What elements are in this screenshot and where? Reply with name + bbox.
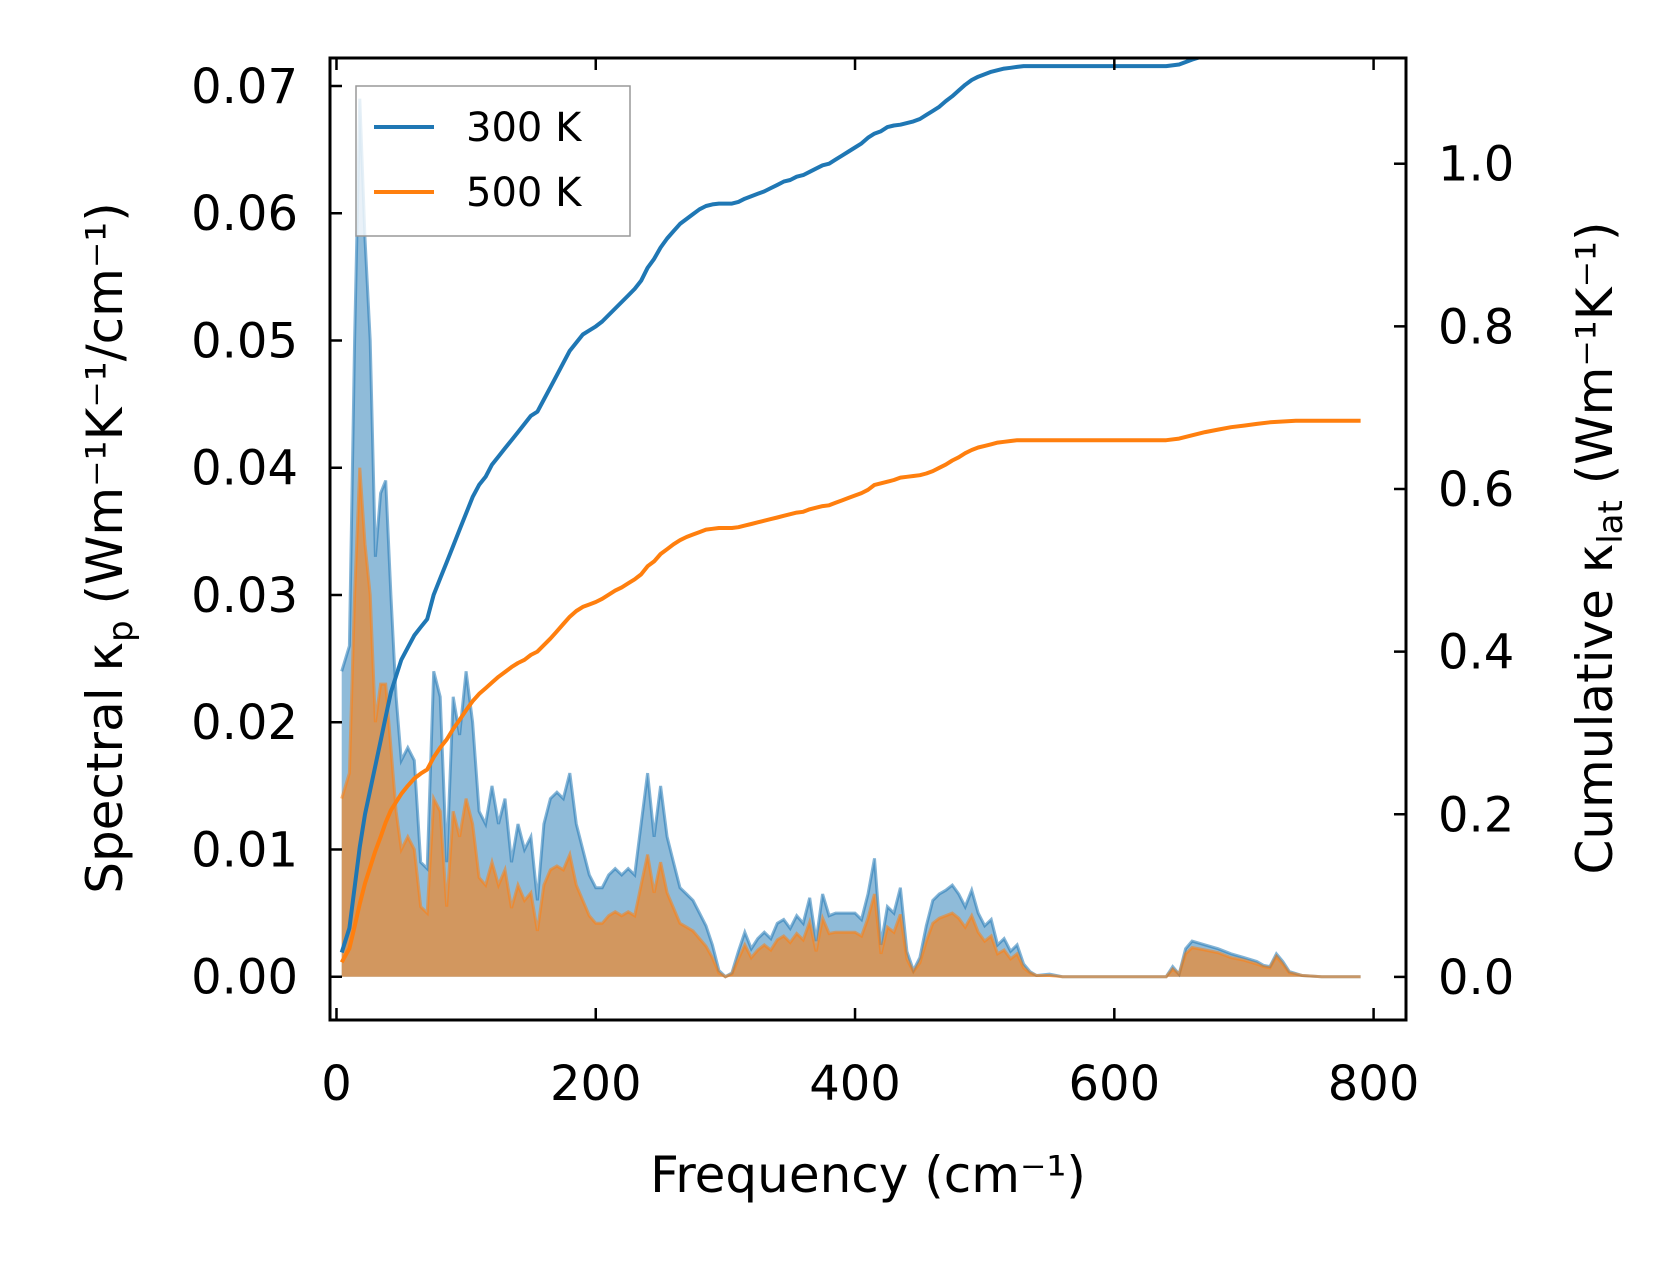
x-tick-label: 600 (1069, 1056, 1161, 1112)
y-axis-left-label: Spectral κp (Wm⁻¹K⁻¹/cm⁻¹) (76, 202, 141, 894)
legend-box (355, 85, 631, 237)
cumulative-line-layer (339, 58, 1361, 964)
y-right-tick-label: 0.0 (1438, 950, 1514, 1006)
y-left-tick-label: 0.00 (191, 950, 298, 1006)
x-tick-label: 0 (321, 1056, 352, 1112)
y-left-tick-label: 0.06 (191, 186, 298, 242)
y-left-tick-label: 0.04 (191, 441, 298, 497)
y-left-tick-label: 0.02 (191, 695, 298, 751)
y-left-tick-label: 0.01 (191, 822, 298, 878)
y-axis-right-label: Cumulative κlat (Wm⁻¹K⁻¹) (1566, 221, 1631, 874)
legend: 300 K 500 K (355, 85, 631, 237)
x-tick-label: 400 (809, 1056, 901, 1112)
x-tick-label: 800 (1328, 1056, 1420, 1112)
legend-label-500k: 500 K (466, 170, 583, 216)
y-right-tick-label: 0.6 (1438, 462, 1514, 518)
y-axis-left: 0.00 0.01 0.02 0.03 0.04 0.05 0.06 0.07 (191, 59, 342, 1006)
cumulative-line-500k (339, 418, 1361, 964)
y-axis-right: 0.0 0.2 0.4 0.6 0.8 1.0 (1394, 137, 1514, 1006)
y-left-tick-label: 0.07 (191, 59, 298, 115)
x-axis-label: Frequency (cm⁻¹) (650, 1146, 1086, 1204)
y-right-tick-label: 1.0 (1438, 137, 1514, 193)
y-right-tick-label: 0.8 (1438, 299, 1514, 355)
cumulative-line-300k (339, 58, 1205, 954)
legend-label-300k: 300 K (466, 105, 583, 151)
x-tick-label: 200 (550, 1056, 642, 1112)
x-axis: 0 200 400 600 800 (321, 58, 1419, 1112)
y-left-tick-label: 0.05 (191, 313, 298, 369)
y-right-tick-label: 0.4 (1438, 625, 1514, 681)
y-left-tick-label: 0.03 (191, 568, 298, 624)
y-right-tick-label: 0.2 (1438, 787, 1514, 843)
spectral-fill-500k (341, 467, 1361, 977)
spectral-fill-layer (341, 98, 1361, 977)
spectral-line-500k (340, 467, 1361, 979)
plot-frame (328, 56, 1408, 1022)
